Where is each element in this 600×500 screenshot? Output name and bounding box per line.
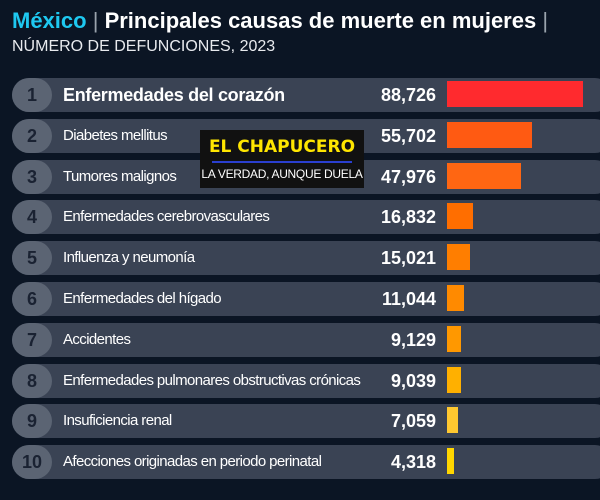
value-label: 4,318 (390, 452, 436, 473)
value-label: 88,726 (380, 85, 436, 105)
bar-row: 1 Enfermedades del corazón 88,726 (12, 78, 600, 112)
bar-row: 5 Influenza y neumonía 15,021 (12, 241, 600, 276)
rank-badge: 9 (12, 404, 52, 439)
bar-row: 6 Enfermedades del hígado 11,044 (12, 282, 600, 316)
watermark-name: EL CHAPUCERO (208, 137, 356, 157)
title-country: México (12, 8, 87, 33)
chart-subtitle: NÚMERO DE DEFUNCIONES, 2023 (12, 38, 276, 55)
category-label: Enfermedades cerebrovasculares (63, 208, 270, 226)
bar-row: 9 Insuficiencia renal 7,059 (12, 404, 600, 439)
category-label: Insuficiencia renal (63, 412, 172, 430)
rank-badge: 1 (12, 78, 52, 112)
category-label: Enfermedades pulmonares obstructivas cró… (63, 371, 361, 389)
rank-badge: 8 (12, 363, 52, 398)
category-label: Enfermedades del corazón (63, 85, 285, 105)
bar (447, 162, 521, 189)
bar-row: 4 Enfermedades cerebrovasculares 16,832 (12, 200, 600, 235)
value-label: 9,129 (390, 329, 436, 350)
rank-badge: 4 (12, 200, 52, 235)
bar (447, 81, 583, 107)
chart-title: México | Principales causas de muerte en… (12, 8, 548, 34)
category-label: Influenza y neumonía (63, 249, 195, 267)
bar (447, 244, 471, 271)
value-label: 9,039 (390, 370, 436, 391)
rank-badge: 6 (12, 282, 52, 316)
rank-badge: 2 (12, 118, 52, 153)
value-label: 7,059 (390, 411, 436, 432)
category-label: Tumores malignos (63, 167, 177, 185)
value-label: 55,702 (380, 125, 436, 146)
bar-row: 8 Enfermedades pulmonares obstructivas c… (12, 363, 600, 398)
watermark-tagline: LA VERDAD, AUNQUE DUELA (201, 167, 363, 181)
bar (447, 285, 464, 311)
rank-badge: 5 (12, 241, 52, 276)
bar-row: 7 Accidentes 9,129 (12, 322, 600, 357)
title-separator: | (542, 8, 549, 33)
watermark-logo: EL CHAPUCERO LA VERDAD, AUNQUE DUELA (200, 130, 364, 188)
value-label: 16,832 (380, 207, 436, 228)
value-label: 15,021 (380, 248, 436, 269)
category-label: Accidentes (63, 330, 131, 348)
bar (447, 407, 458, 434)
bar (447, 121, 533, 148)
watermark-divider (212, 161, 352, 163)
category-label: Enfermedades del hígado (63, 290, 222, 307)
title-separator: | (92, 8, 99, 33)
bar (447, 203, 473, 230)
category-label: Afecciones originadas en periodo perinat… (63, 453, 322, 471)
rank-badge: 7 (12, 322, 52, 357)
value-label: 47,976 (380, 166, 436, 187)
bar (447, 325, 461, 352)
category-label: Diabetes mellitus (63, 126, 168, 144)
bar-row: 10 Afecciones originadas en periodo peri… (12, 445, 600, 480)
rank-badge: 3 (12, 159, 52, 194)
title-text: Principales causas de muerte en mujeres (104, 8, 537, 33)
rank-badge: 10 (12, 445, 52, 480)
bar-row: 2 Diabetes mellitus 55,702 (12, 118, 600, 153)
bar (447, 448, 454, 475)
value-label: 11,044 (381, 289, 436, 309)
bar (447, 366, 461, 393)
